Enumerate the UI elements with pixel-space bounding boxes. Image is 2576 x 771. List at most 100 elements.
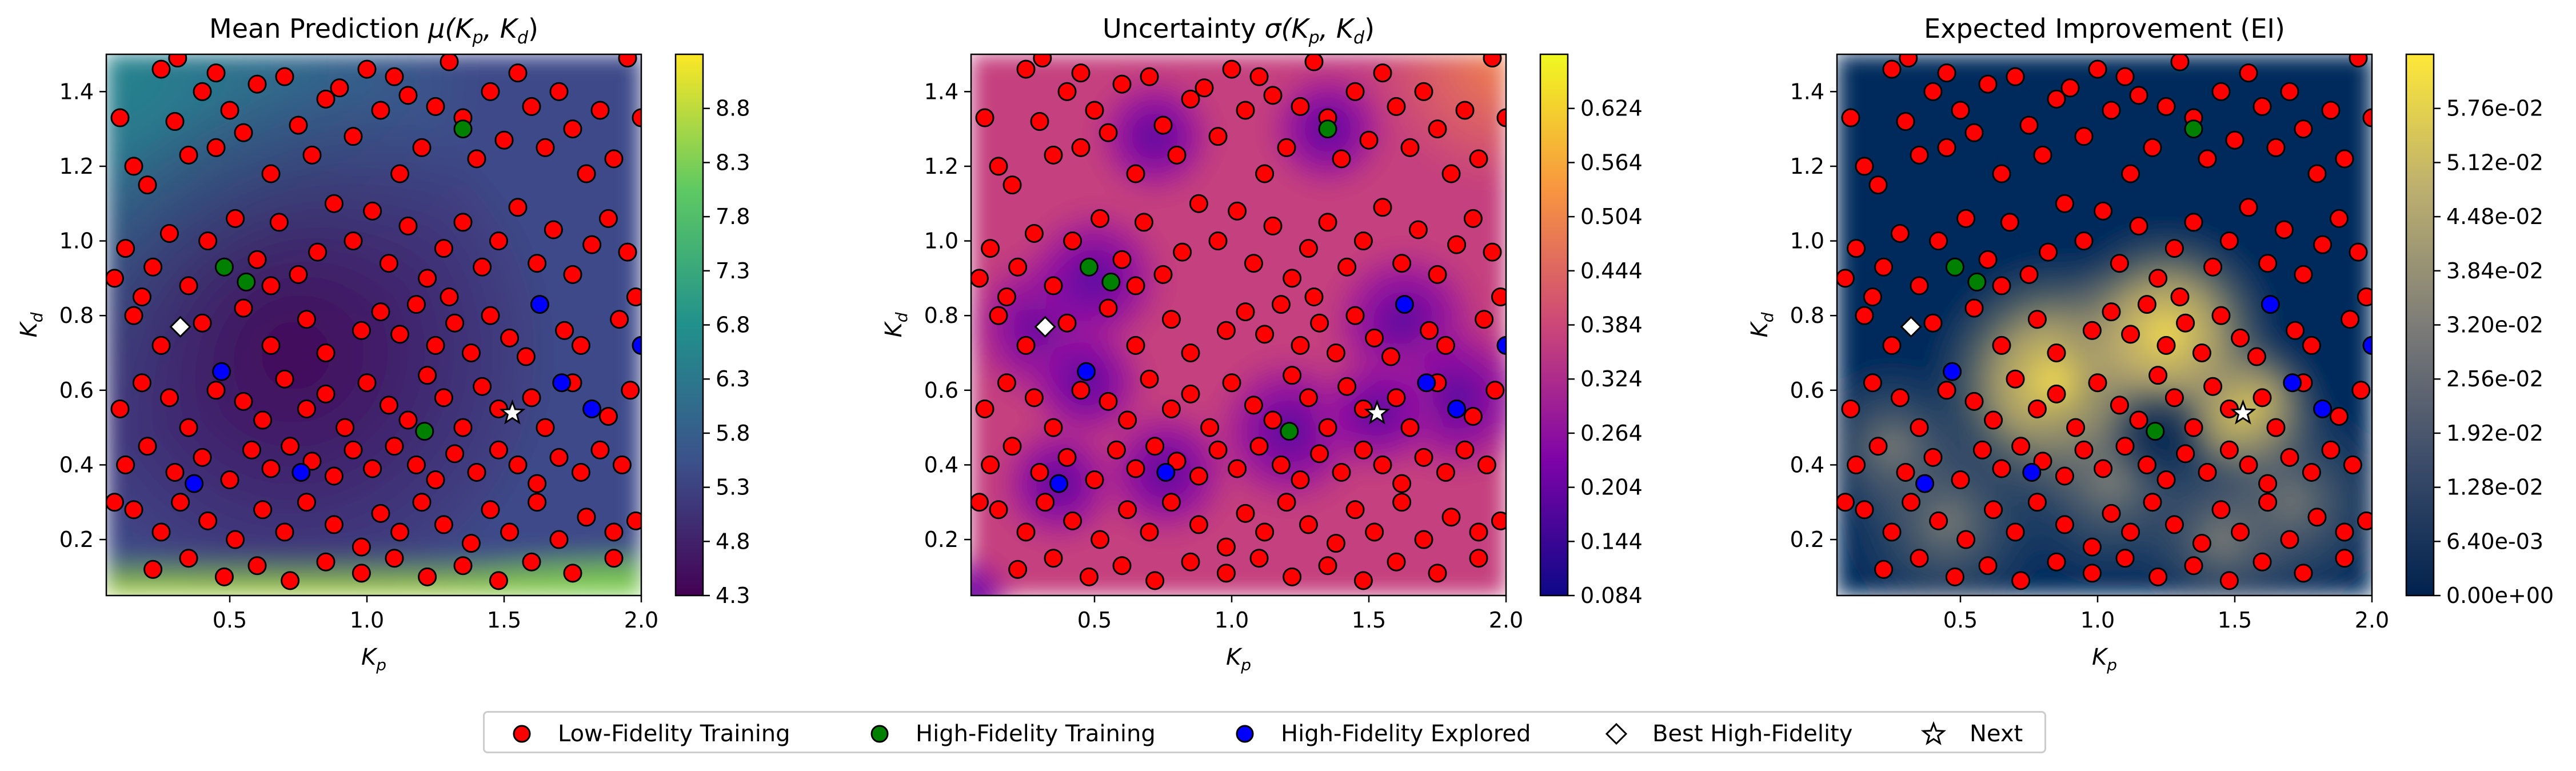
low-fidelity-point	[2130, 412, 2147, 429]
colorbar-tick-label: 4.48e-02	[2446, 204, 2543, 229]
low-fidelity-point	[1979, 557, 1996, 574]
low-fidelity-point	[2199, 150, 2216, 167]
x-axis-label: Kp	[361, 644, 386, 674]
low-fidelity-point	[325, 195, 342, 212]
low-fidelity-point	[2138, 456, 2155, 473]
low-fidelity-point	[227, 531, 244, 548]
low-fidelity-point	[353, 538, 370, 556]
low-fidelity-point	[1086, 472, 1103, 489]
legend-item-best: Best High-Fidelity	[1602, 713, 1852, 755]
low-fidelity-point	[345, 128, 362, 145]
low-fidelity-point	[2144, 494, 2161, 511]
low-fidelity-point	[1891, 225, 1908, 242]
low-fidelity-point	[537, 139, 554, 156]
low-fidelity-point	[1864, 374, 1881, 392]
figure: 0.5 1.0 1.5 2.0 0.2 0.4 0.6 0.8 1.0 1.2 1.4 Kp Kd Mea…	[0, 0, 2576, 703]
low-fidelity-point	[1487, 382, 1504, 399]
legend-label-explored: High-Fidelity Explored	[1281, 721, 1531, 747]
low-fidelity-point	[1086, 102, 1103, 119]
y-tick-label: 0.6	[1790, 378, 1824, 403]
low-fidelity-point	[180, 419, 197, 436]
low-fidelity-point	[2220, 572, 2238, 589]
colorbar-tick-label: 5.76e-02	[2446, 96, 2543, 121]
legend-marker-next	[1919, 720, 1948, 748]
low-fidelity-point	[1245, 255, 1262, 272]
low-fidelity-point	[1958, 210, 1975, 227]
low-fidelity-point	[1141, 68, 1158, 85]
low-fidelity-point	[1217, 322, 1235, 339]
low-fidelity-point	[1903, 494, 1920, 511]
high-fidelity-point	[238, 273, 255, 290]
low-fidelity-point	[2048, 553, 2065, 570]
colorbar-tick-label: 0.444	[1580, 258, 1643, 283]
low-fidelity-point	[392, 326, 409, 343]
low-fidelity-point	[1229, 202, 1246, 219]
low-fidelity-point	[1443, 509, 1460, 526]
low-fidelity-point	[1421, 322, 1438, 339]
low-fidelity-point	[1108, 441, 1125, 458]
low-fidelity-point	[1393, 494, 1411, 511]
low-fidelity-point	[1897, 464, 1914, 481]
colorbar-tick-label: 4.3	[716, 583, 750, 608]
low-fidelity-point	[380, 397, 397, 414]
low-fidelity-point	[2012, 438, 2030, 455]
low-fidelity-point	[2267, 139, 2285, 156]
low-fidelity-point	[419, 367, 436, 384]
low-fidelity-point	[1278, 139, 1295, 156]
low-fidelity-point	[1141, 370, 1158, 388]
y-tick-label: 0.8	[1790, 303, 1824, 328]
low-fidelity-point	[1256, 165, 1273, 182]
low-fidelity-point	[337, 419, 354, 436]
low-fidelity-point	[1100, 393, 1117, 410]
low-fidelity-point	[1864, 289, 1881, 306]
low-fidelity-point	[1930, 233, 1947, 250]
explored-point	[213, 363, 230, 380]
legend-marker-best	[1602, 720, 1631, 748]
high-fidelity-point	[454, 121, 472, 138]
low-fidelity-point	[2232, 329, 2249, 346]
low-fidelity-point	[2007, 370, 2024, 388]
low-fidelity-point	[490, 233, 507, 250]
low-fidelity-point	[1856, 158, 1873, 175]
low-fidelity-point	[386, 550, 403, 567]
low-fidelity-point	[1113, 251, 1131, 268]
low-fidelity-point	[235, 393, 252, 410]
low-fidelity-point	[1072, 139, 1089, 156]
low-fidelity-point	[372, 303, 389, 321]
low-fidelity-point	[153, 524, 170, 541]
low-fidelity-point	[303, 146, 321, 163]
low-fidelity-point	[1911, 277, 1928, 294]
low-fidelity-point	[2103, 505, 2120, 522]
low-fidelity-point	[1292, 337, 1309, 354]
low-fidelity-point	[392, 165, 409, 182]
low-fidelity-point	[1464, 408, 1481, 425]
y-tick-label: 0.2	[1790, 527, 1824, 552]
low-fidelity-point	[1897, 113, 1914, 130]
low-fidelity-point	[990, 307, 1007, 324]
low-fidelity-point	[1966, 393, 1983, 410]
low-fidelity-point	[353, 565, 370, 582]
low-fidelity-point	[2062, 79, 2079, 97]
low-fidelity-point	[1209, 233, 1227, 250]
low-fidelity-point	[1374, 456, 1391, 473]
legend-marker-low-fidelity	[508, 720, 536, 748]
low-fidelity-point	[1092, 210, 1109, 227]
low-fidelity-point	[221, 102, 238, 119]
legend-marker-high-fidelity	[865, 720, 894, 748]
low-fidelity-point	[1437, 337, 1454, 354]
low-fidelity-point	[125, 501, 142, 518]
low-fidelity-point	[1113, 75, 1131, 93]
low-fidelity-point	[990, 158, 1007, 175]
low-fidelity-point	[1127, 165, 1144, 182]
colorbar-tick-label: 0.504	[1580, 204, 1643, 229]
low-fidelity-point	[235, 124, 252, 141]
low-fidelity-point	[2204, 378, 2222, 395]
low-fidelity-point	[1119, 501, 1136, 518]
low-fidelity-point	[1911, 146, 1928, 163]
y-tick-label: 0.2	[924, 527, 958, 552]
y-tick-label: 0.6	[59, 378, 94, 403]
colorbar-tick-label: 8.8	[716, 96, 750, 121]
low-fidelity-point	[1333, 150, 1350, 167]
low-fidelity-point	[2083, 538, 2100, 556]
y-tick-label: 0.6	[924, 378, 958, 403]
